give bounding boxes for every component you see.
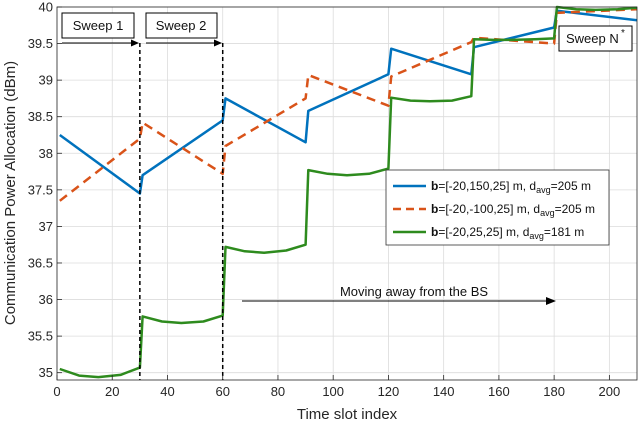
annotations: Sweep 1 Sweep 2 Sweep N * Moving away fr… [61,12,633,380]
legend: b=[-20,150,25] m, davg=205 m b=[-20,-100,… [385,169,610,246]
y-tick-label: 36.5 [28,255,53,270]
y-tick-label: 39.5 [28,36,53,51]
sweep2-box [145,12,218,39]
series-line-3 [59,5,638,379]
sweep1-arrowhead [131,39,139,47]
x-tick-label: 200 [599,384,621,399]
sweepN-superscript: * [621,28,625,39]
y-tick-label: 37.5 [28,182,53,197]
sweepN-box [558,25,633,52]
sweep2-arrowhead [214,39,222,47]
y-tick-label: 37 [39,219,53,234]
y-tick-label: 35 [39,365,53,380]
legend-label-2: b=[-20,-100,25] m, davg=205 m [431,202,595,218]
x-tick-label: 100 [322,384,344,399]
x-tick-label: 140 [433,384,455,399]
sweep1-box [61,12,135,39]
sweep2-label: Sweep 2 [156,18,207,33]
y-tick-label: 39 [39,73,53,88]
y-tick-label: 35.5 [28,329,53,344]
legend-label-3: b=[-20,25,25] m, davg=181 m [431,225,584,241]
moving-label: Moving away from the BS [340,284,488,299]
legend-items: b=[-20,150,25] m, davg=205 m b=[-20,-100,… [393,179,595,241]
x-tick-label: 60 [215,384,229,399]
series-layer [59,5,638,379]
ticks: 0 20 40 60 80 100 120 140 160 180 200 35 35.5 36 36.5 3… [28,0,621,399]
series-line-1 [59,9,638,195]
series-line-2 [59,7,638,202]
x-tick-label: 0 [53,384,60,399]
y-tick-label: 36 [39,292,53,307]
sweep1-label: Sweep 1 [73,18,124,33]
x-tick-label: 40 [160,384,174,399]
x-axis-label: Time slot index [297,406,398,423]
x-tick-label: 160 [488,384,510,399]
x-tick-label: 180 [543,384,565,399]
y-tick-label: 38 [39,146,53,161]
x-tick-label: 120 [378,384,400,399]
y-tick-label: 38.5 [28,109,53,124]
y-axis-label: Communication Power Allocation (dBm) [2,61,19,325]
sweepN-label: Sweep N [566,31,619,46]
plot-frame [56,6,638,381]
x-tick-label: 20 [105,384,119,399]
x-tick-label: 80 [271,384,285,399]
moving-arrowhead [546,297,556,305]
legend-label-1: b=[-20,150,25] m, davg=205 m [431,179,591,195]
y-tick-label: 40 [39,0,53,15]
